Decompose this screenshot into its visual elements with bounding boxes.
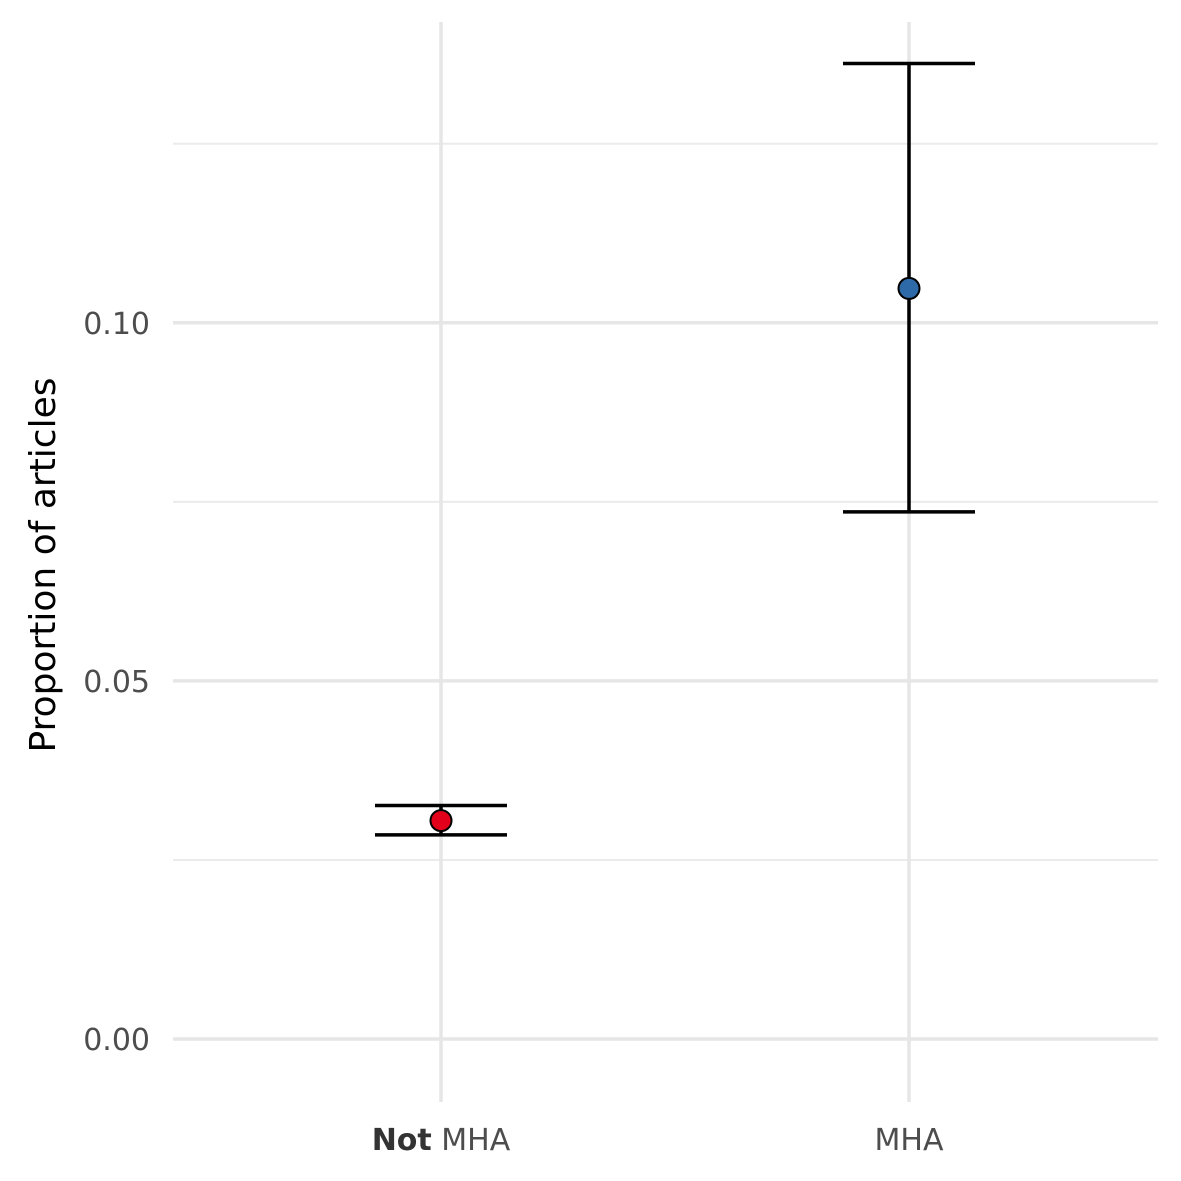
x-tick-label: Not MHA [372, 1123, 511, 1158]
y-tick-label: 0.00 [83, 1023, 150, 1058]
x-tick-label-text: MHA [432, 1123, 511, 1158]
x-tick-label: MHA [875, 1123, 944, 1158]
y-tick-label: 0.05 [83, 665, 150, 700]
data-point [897, 276, 921, 300]
error-bars [375, 61, 975, 837]
grid-minor [173, 142, 1158, 861]
data-point [429, 809, 453, 833]
y-axis-title: Proportion of articles [23, 377, 64, 752]
y-tick-label: 0.10 [83, 307, 150, 342]
data-points [429, 276, 921, 833]
x-axis-ticks: Not MHA MHA [372, 1123, 944, 1158]
x-tick-label-text: MHA [875, 1123, 944, 1158]
grid-major [173, 22, 1158, 1102]
x-tick-label-bold: Not [372, 1123, 432, 1158]
y-axis-ticks: 0.00 0.05 0.10 [83, 307, 150, 1058]
